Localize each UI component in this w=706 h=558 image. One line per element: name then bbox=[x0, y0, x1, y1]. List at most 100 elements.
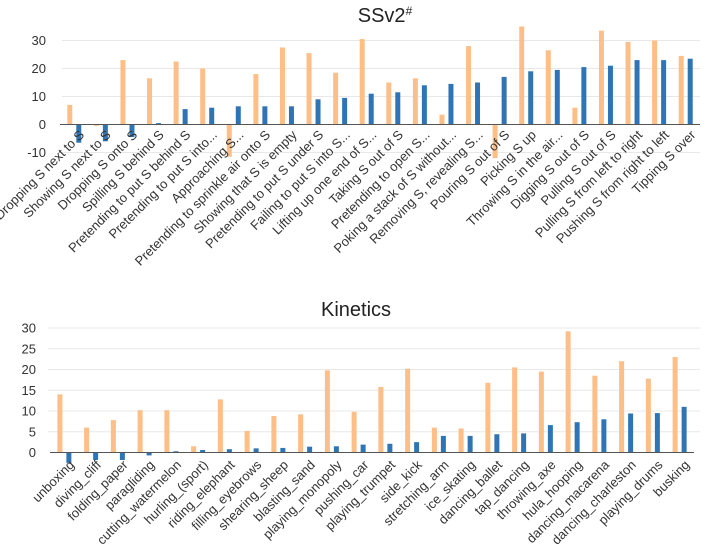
bar-series_b bbox=[661, 60, 667, 125]
y-tick-label: 0 bbox=[39, 117, 46, 132]
bar-series_b bbox=[93, 452, 99, 460]
bar-series_a bbox=[538, 371, 544, 453]
bar-series_a bbox=[67, 104, 73, 125]
bar-series_b bbox=[440, 435, 446, 453]
y-tick-label: 30 bbox=[32, 33, 46, 48]
bar-series_a bbox=[351, 411, 357, 453]
bar-series_a bbox=[519, 26, 525, 125]
bar-series_a bbox=[672, 357, 678, 453]
bar-series_a bbox=[217, 399, 223, 453]
bar-series_a bbox=[619, 361, 625, 453]
bar-series_b bbox=[102, 124, 108, 142]
bar-series_a bbox=[359, 39, 365, 125]
bar-series_b bbox=[581, 67, 587, 125]
bar-series_b bbox=[467, 435, 473, 453]
bar-series_a bbox=[279, 47, 285, 125]
y-tick-label: 10 bbox=[22, 404, 36, 419]
bar-series_a bbox=[253, 74, 259, 125]
bar-series_b bbox=[395, 92, 401, 125]
bar-series_a bbox=[137, 410, 143, 453]
bar-series_b bbox=[547, 425, 553, 453]
bar-series_b bbox=[333, 446, 339, 453]
bar-series_b bbox=[681, 406, 687, 453]
bar-series_a bbox=[592, 375, 598, 453]
bar-series_a bbox=[173, 61, 179, 125]
bar-series_b bbox=[156, 123, 162, 125]
bar-series_b bbox=[173, 451, 179, 453]
bar-series_b bbox=[288, 106, 294, 125]
bar-series_a bbox=[412, 78, 418, 125]
bar-series_b bbox=[494, 434, 500, 453]
y-tick-label: 30 bbox=[22, 321, 36, 336]
y-tick-label: 20 bbox=[32, 61, 46, 76]
bar-series_a bbox=[512, 367, 518, 453]
bar-series_b bbox=[119, 452, 125, 460]
bar-series_b bbox=[414, 442, 420, 453]
bar-series_b bbox=[307, 446, 313, 453]
bar-series_a bbox=[164, 410, 170, 453]
bar-series_b bbox=[448, 83, 454, 125]
bar-series_b bbox=[554, 69, 560, 125]
bar-series_b bbox=[687, 58, 693, 125]
bar-series_a bbox=[110, 420, 116, 453]
bar-series_a bbox=[678, 55, 684, 125]
bar-series_a bbox=[191, 446, 197, 453]
bar-series_a bbox=[93, 124, 99, 126]
bar-series_b bbox=[235, 106, 241, 125]
bar-series_a bbox=[200, 68, 206, 125]
bar-series_a bbox=[298, 414, 304, 453]
bar-series_b bbox=[574, 422, 580, 453]
bar-series_a bbox=[244, 430, 250, 453]
bar-series_a bbox=[120, 60, 126, 125]
bar-series_a bbox=[226, 124, 232, 157]
bar-series_b bbox=[528, 71, 534, 125]
bar-series_b bbox=[226, 449, 232, 453]
bar-series_a bbox=[598, 30, 604, 125]
y-tick-label: 0 bbox=[29, 445, 36, 460]
bar-series_b bbox=[182, 109, 188, 125]
bar-series_b bbox=[315, 99, 321, 125]
bar-series_a bbox=[458, 428, 464, 453]
bar-series_b bbox=[475, 82, 481, 125]
y-tick-label: -10 bbox=[27, 145, 46, 160]
bar-series_a bbox=[466, 46, 472, 125]
bar-series_a bbox=[386, 82, 392, 125]
bar-series_b bbox=[200, 450, 206, 453]
bar-series_b bbox=[421, 85, 427, 125]
bar-series_b bbox=[654, 413, 660, 453]
y-tick-label: 25 bbox=[22, 341, 36, 356]
bar-series_b bbox=[521, 433, 527, 453]
bar-series_a bbox=[84, 427, 90, 453]
bar-series_a bbox=[57, 394, 63, 453]
bar-series_a bbox=[545, 50, 551, 125]
bar-series_b bbox=[342, 97, 348, 125]
bar-series_b bbox=[146, 452, 152, 456]
bar-series_b bbox=[360, 444, 366, 453]
bar-series_b bbox=[628, 413, 634, 453]
bar-series_b bbox=[253, 448, 259, 453]
bar-series_a bbox=[431, 427, 437, 453]
bar-series_b bbox=[66, 452, 72, 463]
bar-series_a bbox=[306, 53, 312, 125]
bar-series_b bbox=[601, 419, 607, 453]
bar-series_b bbox=[76, 124, 82, 143]
bar-series_b bbox=[129, 124, 135, 138]
bar-series_b bbox=[368, 93, 374, 125]
bar-series_a bbox=[572, 107, 578, 125]
bar-series_a bbox=[147, 78, 153, 125]
bar-series_b bbox=[262, 106, 268, 125]
y-tick-label: 5 bbox=[29, 424, 36, 439]
bar-series_a bbox=[645, 378, 651, 453]
y-tick-label: 20 bbox=[22, 362, 36, 377]
bar-series_a bbox=[625, 41, 631, 125]
bar-series_a bbox=[439, 114, 445, 125]
bar-series_a bbox=[485, 382, 491, 453]
bar-series_a bbox=[405, 368, 411, 453]
bar-series_b bbox=[501, 76, 507, 125]
chart-title: Kinetics bbox=[321, 299, 391, 321]
bar-series_b bbox=[209, 107, 215, 125]
bar-series_b bbox=[387, 443, 393, 453]
bar-series_a bbox=[378, 386, 384, 453]
